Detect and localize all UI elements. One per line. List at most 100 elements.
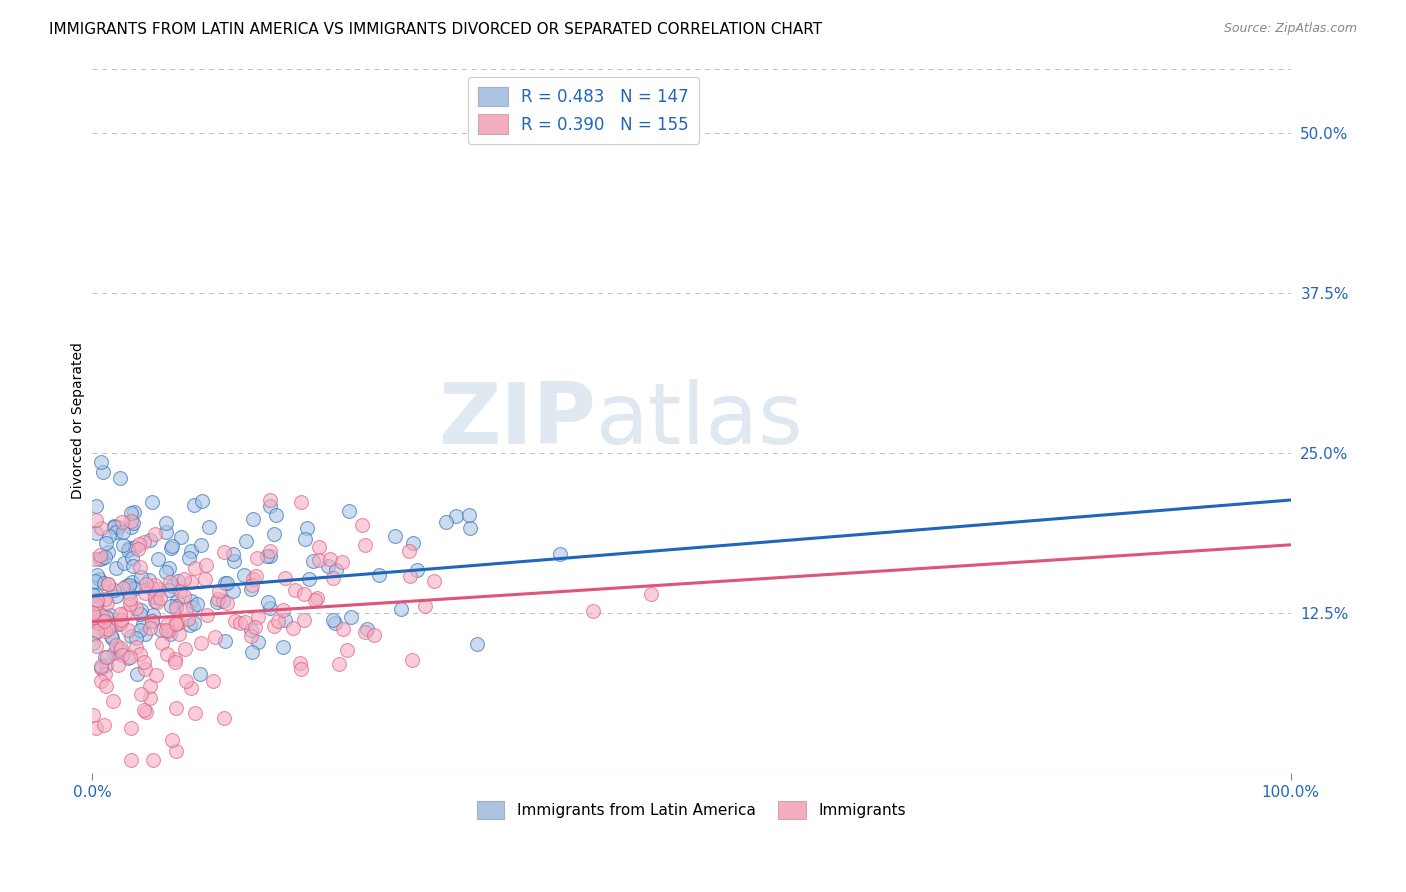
Point (256, 595, 278, 609)
Point (107, 519, 129, 533)
Point (120, 629, 142, 643)
Point (173, 589, 195, 603)
Point (96, 649, 118, 664)
Point (640, 587, 662, 601)
Point (86, 624, 108, 638)
Point (86, 597, 108, 611)
Point (208, 583, 231, 598)
Point (245, 569, 267, 583)
Point (82, 607, 104, 621)
Point (149, 591, 172, 606)
Point (292, 587, 315, 601)
Point (402, 536, 425, 550)
Point (444, 509, 467, 524)
Point (302, 554, 325, 568)
Point (434, 515, 457, 529)
Point (235, 534, 257, 549)
Point (93, 667, 115, 681)
Point (83, 610, 105, 624)
Point (103, 583, 125, 598)
Point (84, 513, 107, 527)
Point (323, 615, 346, 630)
Point (198, 520, 221, 534)
Point (141, 614, 163, 628)
Point (240, 645, 263, 659)
Point (176, 602, 198, 616)
Point (174, 642, 197, 657)
Text: atlas: atlas (596, 379, 803, 462)
Point (104, 525, 127, 540)
Point (141, 581, 163, 595)
Point (352, 517, 374, 532)
Point (162, 733, 184, 747)
Point (398, 544, 420, 558)
Point (89, 548, 111, 562)
Point (228, 615, 250, 630)
Point (110, 607, 132, 621)
Point (97, 545, 120, 559)
Point (118, 541, 141, 556)
Point (288, 656, 311, 670)
Point (325, 563, 347, 577)
Point (330, 555, 353, 569)
Point (132, 535, 155, 549)
Point (91, 550, 114, 565)
Point (405, 563, 427, 577)
Point (162, 579, 184, 593)
Point (458, 508, 481, 522)
Point (165, 701, 187, 715)
Point (100, 608, 122, 623)
Point (129, 648, 152, 662)
Point (103, 519, 125, 533)
Point (264, 508, 287, 522)
Point (89, 552, 111, 566)
Point (129, 569, 152, 583)
Point (401, 653, 423, 667)
Point (259, 543, 281, 558)
Point (84, 574, 107, 588)
Text: ZIP: ZIP (437, 379, 596, 462)
Point (93, 614, 115, 628)
Point (184, 706, 207, 720)
Point (129, 687, 152, 701)
Point (124, 505, 146, 519)
Point (148, 582, 170, 596)
Point (367, 568, 389, 582)
Point (100, 629, 122, 643)
Point (105, 561, 128, 575)
Point (141, 614, 163, 628)
Point (118, 585, 141, 599)
Point (121, 753, 143, 767)
Point (94, 624, 117, 639)
Point (274, 572, 297, 586)
Point (93, 718, 115, 732)
Point (103, 647, 125, 661)
Point (180, 681, 202, 695)
Point (166, 574, 188, 588)
Point (138, 573, 160, 587)
Point (90, 661, 112, 675)
Point (202, 674, 225, 689)
Point (84, 639, 107, 653)
Point (145, 578, 167, 592)
Point (180, 574, 202, 589)
Point (145, 667, 167, 681)
Point (124, 540, 146, 554)
Point (259, 549, 281, 563)
Point (90, 609, 112, 624)
Point (242, 511, 264, 525)
Point (94, 550, 117, 565)
Point (316, 558, 339, 573)
Point (87, 615, 110, 630)
Point (263, 619, 285, 633)
Point (134, 662, 156, 676)
Text: Source: ZipAtlas.com: Source: ZipAtlas.com (1223, 22, 1357, 36)
Point (91, 465, 114, 479)
Point (146, 595, 169, 609)
Point (169, 583, 191, 598)
Point (281, 621, 304, 635)
Point (165, 599, 187, 613)
Point (94, 536, 117, 550)
Point (259, 492, 281, 507)
Point (128, 537, 150, 551)
